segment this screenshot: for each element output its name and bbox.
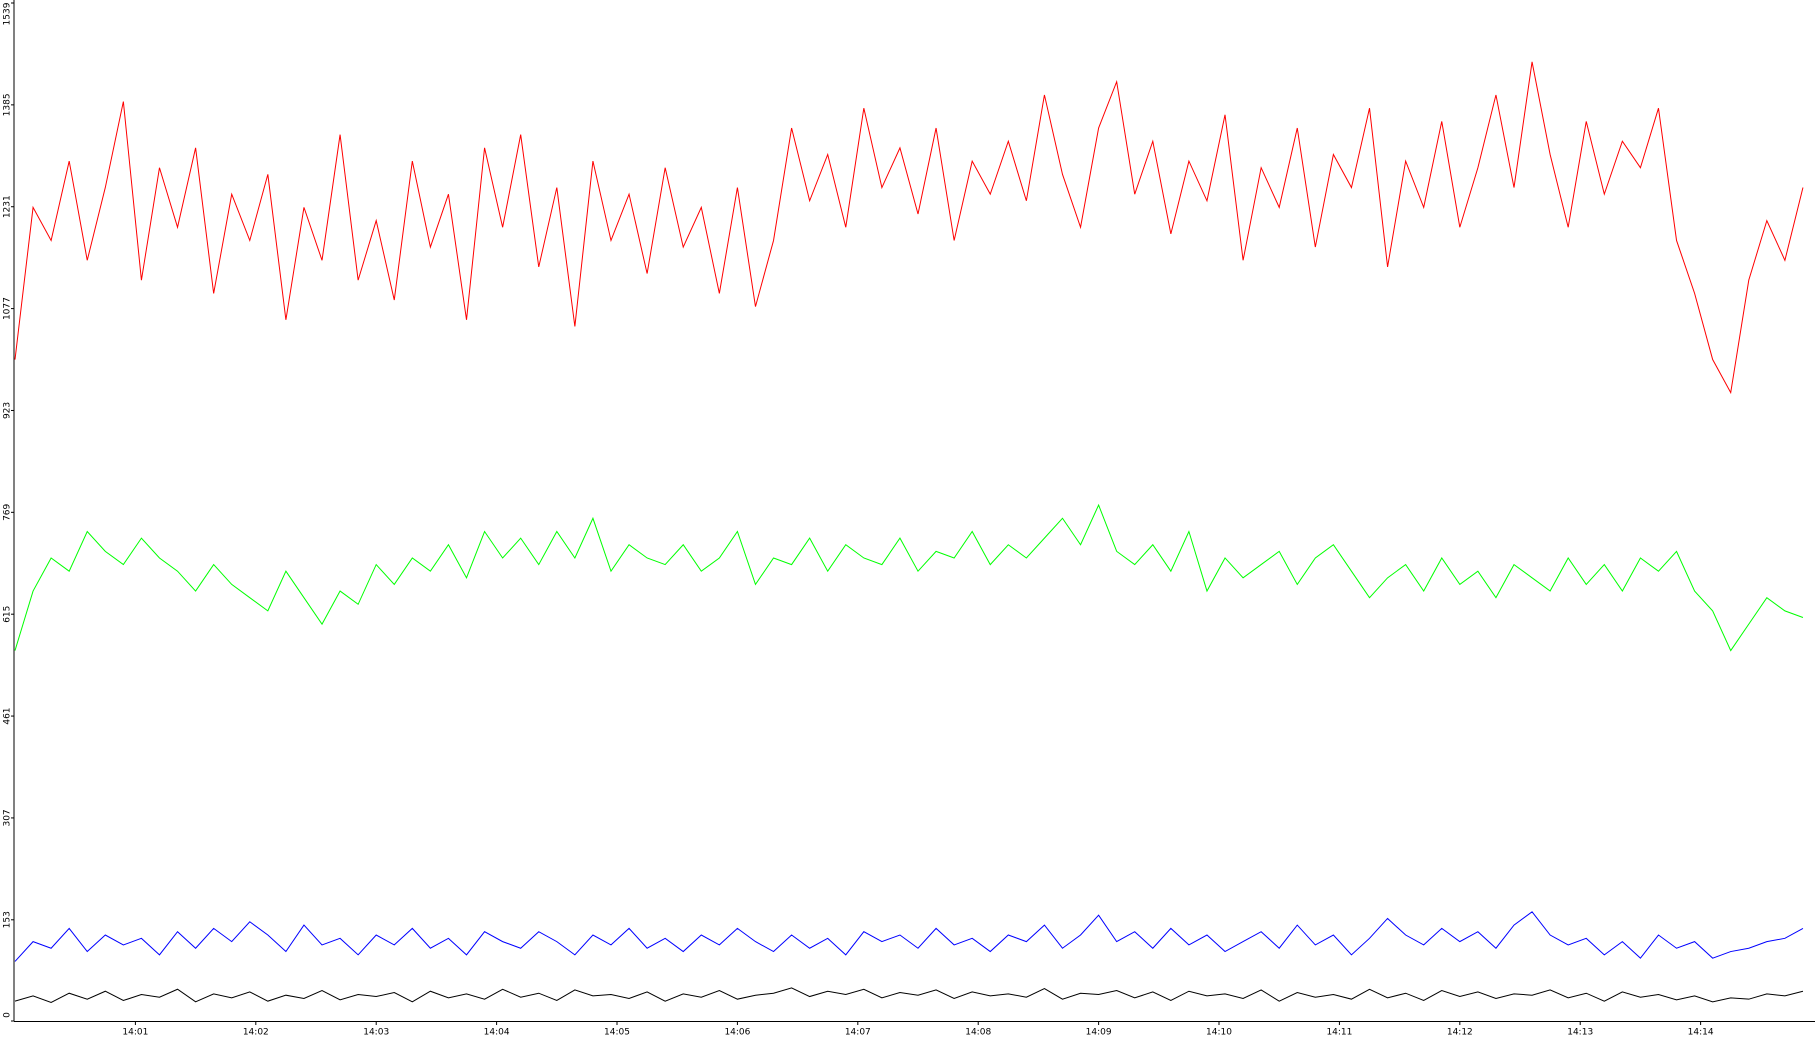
x-tick-label: 14:09 bbox=[1086, 1028, 1112, 1038]
y-tick-label: 461 bbox=[3, 707, 13, 724]
y-tick-label: 1231 bbox=[3, 195, 13, 218]
series-line bbox=[14, 61, 1804, 395]
x-tick-label: 14:12 bbox=[1447, 1028, 1473, 1038]
y-tick-label: 615 bbox=[3, 606, 13, 623]
y-tick-label: 1077 bbox=[3, 297, 13, 320]
y-tick-label: 769 bbox=[3, 503, 13, 520]
x-tick-label: 14:04 bbox=[484, 1028, 510, 1038]
x-tick-label: 14:05 bbox=[604, 1028, 630, 1038]
x-tick-label: 14:02 bbox=[243, 1028, 269, 1038]
y-tick-label: 923 bbox=[3, 402, 13, 419]
x-tick-label: 14:06 bbox=[724, 1028, 750, 1038]
x-tick-label: 14:01 bbox=[122, 1028, 148, 1038]
x-tick-label: 14:13 bbox=[1567, 1028, 1593, 1038]
x-tick-label: 14:11 bbox=[1326, 1028, 1352, 1038]
y-tick-label: 1385 bbox=[3, 93, 13, 116]
series-line bbox=[14, 987, 1804, 1004]
x-tick-label: 14:07 bbox=[845, 1028, 871, 1038]
y-tick-label: 1539 bbox=[3, 2, 13, 25]
x-tick-label: 14:14 bbox=[1688, 1028, 1714, 1038]
x-tick-label: 14:10 bbox=[1206, 1028, 1232, 1038]
y-tick-label: 307 bbox=[3, 809, 13, 826]
y-tick-label: 153 bbox=[3, 911, 13, 928]
series-line bbox=[14, 911, 1804, 962]
series-line bbox=[14, 503, 1804, 652]
y-tick-label: 0 bbox=[3, 1012, 13, 1018]
x-tick-label: 14:03 bbox=[363, 1028, 389, 1038]
x-tick-label: 14:08 bbox=[965, 1028, 991, 1038]
